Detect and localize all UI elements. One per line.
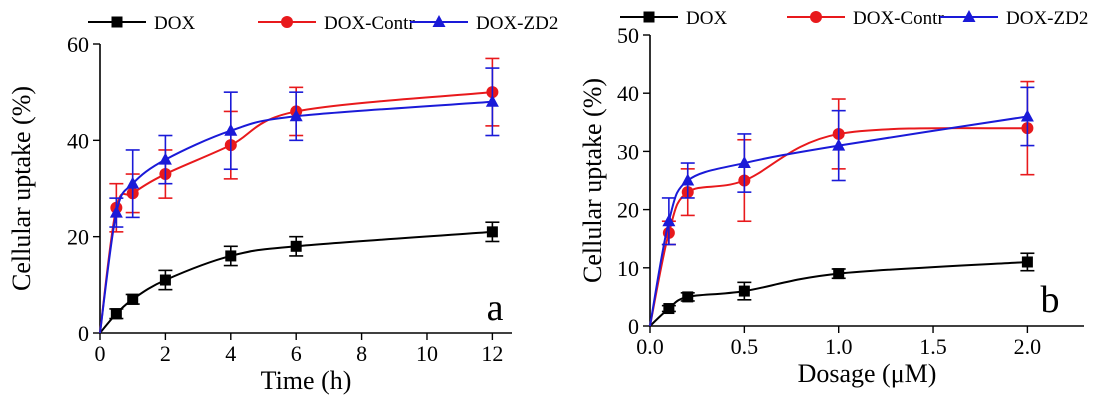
panel-a-dox-point [110,308,122,320]
panel-b-dox-zd2-point [681,173,695,186]
panel-a-x-tick-label: 0 [95,341,106,366]
panel-b-dox-contr-series [649,80,1035,327]
panel-b-legend-dox-marker [643,11,655,23]
panel-b-y-tick-label: 10 [617,256,639,281]
panel-b-legend-dox-contr-marker [810,11,822,23]
panel-a-x-axis-label: Time (h) [261,366,352,395]
panel-a-legend-dox-zd2-label: DOX-ZD2 [476,13,558,34]
panel-b-dox-point [1021,256,1033,268]
panel-a-dox-point [225,250,237,262]
panel-b-dox-point [833,268,845,280]
panel-a-x-tick-label: 12 [481,341,503,366]
panel-a-legend-dox-marker [111,16,123,28]
panel-b-dox-series [649,252,1035,327]
panel-a-dox-zd2-point [109,205,123,218]
panel-b-dox-zd2-line [649,115,1028,327]
panel-b-dox-zd2-point [662,214,676,227]
panel-b-legend-dox-label: DOX [686,8,727,29]
panel-b-dox-zd2-point [737,156,751,169]
panel-b-dox-point [663,303,675,315]
panel-b-x-tick-label: 1.5 [919,334,947,359]
panel-a: 0 20 40 60 0 2 4 6 8 10 12 Time (h) Cellular uptake … [7,13,558,395]
panel-a-y-axis-label: Cellular uptake (%) [7,86,36,291]
panel-b-legend: DOX DOX-Contr DOX-ZD2 [620,8,1088,29]
panel-a-dox-point [127,293,139,305]
panel-a-legend: DOX DOX-Contr DOX-ZD2 [88,13,558,34]
panel-a-x-tick-label: 4 [225,341,236,366]
panel-b-y-axis-label: Cellular uptake (%) [578,78,607,283]
panel-b-dox-zd2-point [832,138,846,151]
panel-b-dox-zd2-series [649,86,1035,327]
panel-b: 0 10 20 30 40 50 0.0 0.5 1.0 1.5 2.0 Dosage (μM) Cel… [578,8,1088,388]
panel-b-legend-dox-contr-label: DOX-Contr [853,8,944,29]
panel-b-x-tick-label: 1.0 [825,334,853,359]
panel-a-dox-point [290,240,302,252]
panel-a-legend-dox-contr-label: DOX-Contr [324,13,415,34]
panel-b-x-tick-label: 0.5 [731,334,759,359]
panel-a-dox-contr-series [99,57,500,334]
panel-a-dox-zd2-point [126,176,140,189]
panel-a-dox-zd2-point [485,94,499,107]
panel-a-x-tick-label: 10 [416,341,438,366]
panel-b-dox-zd2-point [1020,109,1034,122]
panel-b-y-tick-label: 20 [617,198,639,223]
panel-a-y-tick-label: 60 [67,32,89,57]
panel-a-dox-point [486,226,498,238]
panel-b-y-tick-label: 0 [628,314,639,339]
panel-a-y-tick-label: 0 [78,321,89,346]
panel-a-legend-dox-contr-marker [281,16,293,28]
panel-b-x-axis-label: Dosage (μM) [798,359,937,388]
panel-b-panel-letter: b [1041,279,1060,321]
panel-a-dox-zd2-point [289,109,303,122]
panel-b-x-tick-label: 2.0 [1014,334,1042,359]
panel-a-dox-zd2-point [158,152,172,165]
panel-a-y-tick-label: 20 [67,225,89,250]
panel-b-y-tick-label: 30 [617,139,639,164]
panel-a-dox-zd2-series [99,67,500,334]
panel-a-dox-zd2-point [224,123,238,136]
panel-b-legend-dox-zd2-marker [962,10,976,22]
panel-b-dox-point [738,285,750,297]
panel-a-dox-point [159,274,171,286]
panel-b-y-tick-label: 40 [617,81,639,106]
panel-a-y-tick-label: 40 [67,128,89,153]
panel-a-dox-zd2-line [99,100,493,334]
panel-b-y-tick-label: 50 [617,23,639,48]
panel-a-dox-series [99,221,500,334]
panel-b-x-tick-label: 0.0 [636,334,664,359]
panel-a-legend-dox-zd2-marker [432,15,446,27]
panel-a-legend-dox-label: DOX [154,13,195,34]
panel-a-x-tick-label: 6 [291,341,302,366]
panel-b-legend-dox-zd2-label: DOX-ZD2 [1006,8,1088,29]
panel-a-panel-letter: a [487,287,504,329]
panel-b-dox-point [682,291,694,303]
panel-a-x-tick-label: 8 [356,341,367,366]
panel-a-x-tick-label: 2 [160,341,171,366]
